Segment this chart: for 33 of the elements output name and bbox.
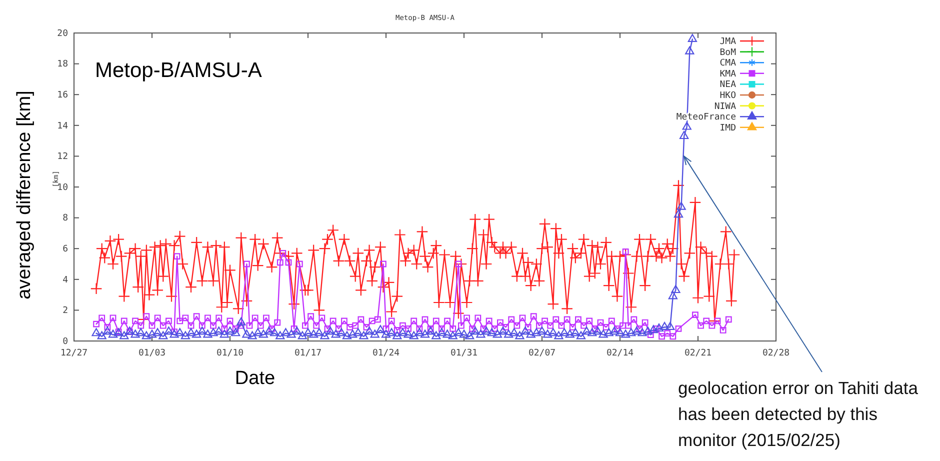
legend-label: NIWA	[714, 102, 737, 112]
y-tick-label: 12	[57, 152, 68, 162]
y-tick-label: 14	[57, 121, 68, 132]
y-tick-label: 0	[62, 336, 68, 347]
x-tick-label: 02/14	[606, 348, 634, 358]
y-tick-label: 10	[57, 182, 68, 193]
legend-label: NEA	[720, 80, 737, 90]
y-tick-label: 4	[62, 275, 68, 286]
x-tick-label: 01/03	[138, 348, 166, 358]
y-axis-title: averaged difference [km]	[14, 90, 35, 300]
annotation: Metop-B/AMSU-A	[95, 59, 262, 82]
x-tick-label: 01/24	[372, 348, 400, 358]
y-tick-label: 8	[62, 214, 68, 224]
legend-label: CMA	[720, 58, 737, 69]
x-tick-label: 02/28	[762, 348, 790, 358]
y-tick-label: 18	[57, 60, 68, 70]
legend-label: HKO	[720, 91, 736, 101]
legend-label: JMA	[720, 37, 737, 47]
y-tick-label: 6	[62, 244, 68, 254]
y-tick-label: 16	[57, 90, 68, 100]
legend-label: BoM	[720, 48, 737, 58]
x-tick-label: 02/07	[528, 348, 556, 358]
x-tick-label: 01/10	[216, 348, 244, 358]
x-tick-label: 02/21	[684, 348, 712, 358]
x-axis-title: Date	[234, 368, 276, 389]
legend-label: IMD	[720, 123, 736, 134]
x-tick-label: 01/17	[294, 348, 322, 358]
annotation: geolocation error on Tahiti data has been detected by this monitor (2015/02/25)	[678, 378, 918, 450]
y-tick-label: 2	[62, 306, 68, 316]
x-tick-label: 12/27	[60, 348, 88, 358]
y-tick-label: 20	[57, 28, 68, 39]
legend-label: KMA	[720, 69, 737, 80]
x-tick-label: 01/31	[450, 348, 478, 358]
